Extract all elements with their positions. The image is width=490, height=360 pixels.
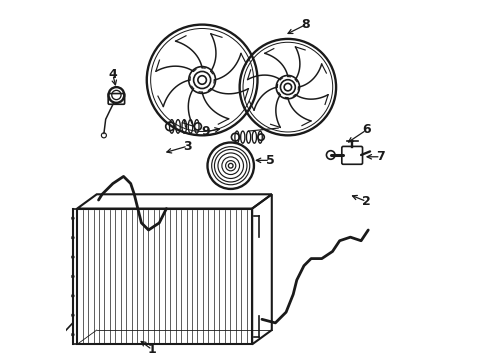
Circle shape: [189, 67, 216, 93]
Text: 6: 6: [362, 123, 371, 136]
Circle shape: [280, 80, 295, 95]
Text: 7: 7: [376, 150, 385, 163]
Text: 3: 3: [184, 140, 192, 153]
Text: 4: 4: [108, 68, 117, 81]
Circle shape: [198, 76, 206, 84]
Text: 2: 2: [362, 195, 371, 208]
Text: 9: 9: [201, 125, 210, 138]
Circle shape: [276, 76, 299, 99]
Circle shape: [194, 71, 211, 89]
Text: 1: 1: [148, 343, 156, 356]
Text: 5: 5: [266, 154, 274, 167]
Text: 8: 8: [301, 18, 310, 31]
Circle shape: [284, 84, 292, 91]
